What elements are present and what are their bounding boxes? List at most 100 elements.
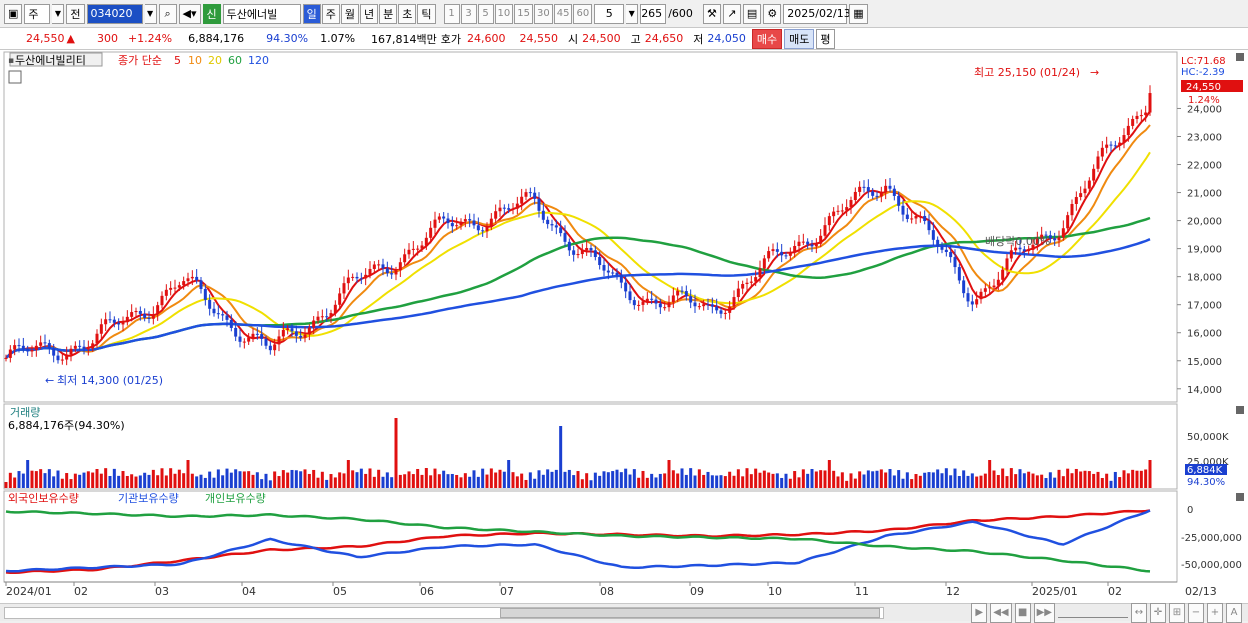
chevron-down-icon[interactable]: ▼ [52,3,65,24]
candle-body [611,272,615,274]
candle-body [147,317,151,319]
count-button-45[interactable]: 45 [553,3,573,24]
candle-body [528,192,532,194]
volume-bar [1096,471,1100,488]
table-icon[interactable] [8,70,22,84]
count-button-30[interactable]: 30 [533,3,553,24]
save-icon[interactable]: ▤ [742,3,762,24]
candle-body [17,345,21,347]
forward-icon[interactable]: ▶▶ [1033,602,1055,623]
tab-5[interactable]: 초 [398,3,417,24]
font-icon[interactable]: A [1226,602,1242,623]
scale-icon[interactable]: ⊞ [1169,602,1185,623]
scroll-thumb[interactable] [500,608,880,618]
volume-bar [312,469,316,488]
candle-body [784,255,788,257]
candle-body [195,276,199,281]
stop-icon[interactable]: ■ [1014,602,1031,623]
zoom-slider[interactable] [1058,608,1128,618]
volume-bar [489,468,493,488]
scrollbar[interactable]: ▶ ◀◀ ■ ▶▶ ↔ ✛ ⊞ − + A [0,602,1248,623]
window-icon[interactable]: ▣ [4,3,23,24]
y-tick-label: 20,000 [1187,217,1222,228]
candle-body [368,268,372,275]
candle-body [372,264,376,269]
volume-bar [975,476,979,488]
x-tick-label: 04 [242,585,256,598]
tab-6[interactable]: 틱 [417,3,436,24]
count-button-60[interactable]: 60 [573,3,593,24]
cross-icon[interactable]: ✛ [1150,602,1166,623]
chevron-down-icon[interactable]: ▼ [626,3,639,24]
stock-chart[interactable]: 24,000 23,000 22,000 21,000 20,000 19,000 18,0… [0,50,1248,603]
close-icon[interactable] [1236,493,1244,501]
chart-tool-icon[interactable]: ⚒ [702,3,721,24]
candle-body [619,275,623,283]
volume-bar [927,472,931,488]
candle-body [598,257,602,266]
rewind-icon[interactable]: ◀◀ [990,602,1012,623]
speaker-icon[interactable]: ◀▾ [178,3,201,24]
candle-body [762,258,766,269]
buy-button[interactable]: 매수 [751,28,783,49]
chevron-down-icon[interactable]: ▼ [144,3,157,24]
minus-icon[interactable]: − [1188,602,1204,623]
calendar-icon[interactable]: ▦ [849,3,868,24]
stock-code-input[interactable]: 034020 [86,3,143,24]
volume-bar [580,479,584,488]
range-input[interactable]: 265 [640,3,667,24]
candle-body [537,198,541,211]
sell-button[interactable]: 매도 [784,28,815,49]
tab-4[interactable]: 분 [379,3,398,24]
date-input[interactable]: 2025/02/13 [783,3,851,24]
play-icon[interactable]: ▶ [971,602,988,623]
candle-body [710,304,714,307]
volume-bar [875,470,879,488]
tab-1[interactable]: 주 [321,3,340,24]
candle-body [346,277,350,284]
candle-body [260,334,264,339]
prev-button[interactable]: 전 [66,3,85,24]
count-input[interactable]: 5 [594,3,625,24]
volume-bar [43,473,47,488]
chart-area[interactable]: 24,000 23,000 22,000 21,000 20,000 19,000 18,0… [0,50,1248,603]
candle-body [944,249,948,253]
avg-button[interactable]: 평 [816,28,835,49]
tab-2[interactable]: 월 [340,3,360,24]
search-icon[interactable]: ⌕ [158,3,177,24]
count-button-5[interactable]: 5 [477,3,494,24]
volume-bar [732,475,736,488]
count-button-10[interactable]: 10 [494,3,514,24]
period-select[interactable]: 주 [24,3,51,24]
candle-body [416,248,420,250]
candle-body [1092,168,1096,181]
hold-tick-50m: -50,000,000 [1181,560,1242,571]
volume-bar [806,473,810,488]
tab-3[interactable]: 년 [360,3,379,24]
candle-body [693,302,697,307]
volume-bar [255,472,259,488]
close-icon[interactable] [1236,406,1244,414]
draw-icon[interactable]: ↗ [722,3,741,24]
x-tick-label: 12 [946,585,960,598]
candle-body [186,278,190,282]
count-button-1[interactable]: 1 [443,3,460,24]
candle-body [1131,118,1135,126]
plus-icon[interactable]: + [1207,602,1223,623]
candle-body [411,248,415,250]
candle-body [992,285,996,288]
tab-0[interactable]: 일 [302,3,321,24]
volume-bar [208,471,212,488]
volume-bar [524,479,528,488]
candle-body [459,221,463,226]
close-icon[interactable] [1236,53,1244,61]
volume-bar [1079,471,1083,488]
count-button-3[interactable]: 3 [460,3,477,24]
volume-bar [1087,471,1091,488]
volume-bar [502,471,506,488]
zoom-out-icon[interactable]: ↔ [1131,602,1147,623]
count-button-15[interactable]: 15 [514,3,533,24]
volume-bar [654,477,658,488]
stock-name: 두산에너빌 [222,3,301,24]
gear-icon[interactable]: ⚙ [763,3,782,24]
